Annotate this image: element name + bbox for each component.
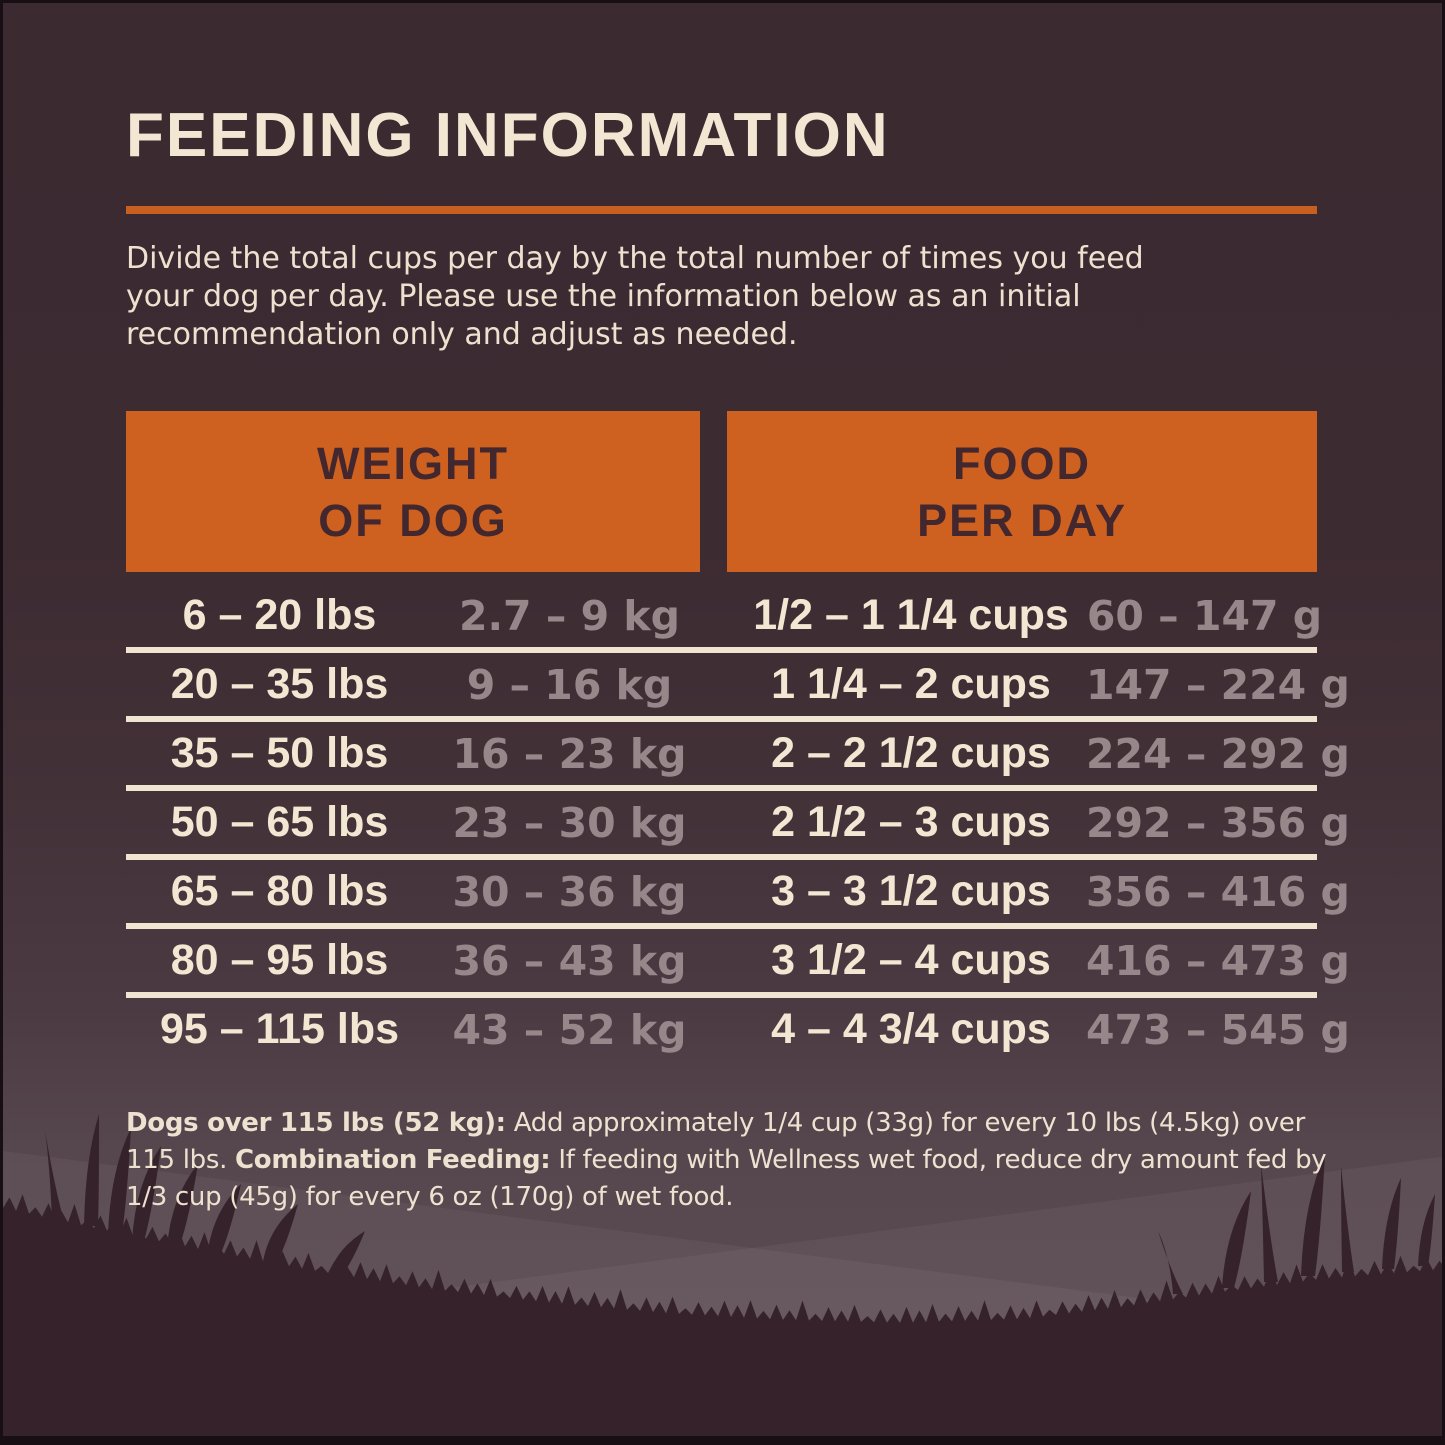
food-grams: 292 – 356 g [1086, 798, 1350, 847]
feeding-row: 35 – 50 lbs 16 – 23 kg 2 – 2 1/2 cups 22… [126, 722, 1350, 785]
weight-lbs: 20 – 35 lbs [170, 660, 389, 708]
weight-header-line1: WEIGHT [317, 437, 510, 489]
food-cups: 1 1/4 – 2 cups [771, 660, 1051, 708]
food-per-day-header: FOOD PER DAY [727, 411, 1317, 572]
feeding-row: 50 – 65 lbs 23 – 30 kg 2 1/2 – 3 cups 29… [126, 791, 1350, 854]
footnote-line: 115 lbs. Combination Feeding: If feeding… [126, 1142, 1327, 1179]
weight-header-line2: OF DOG [318, 494, 508, 546]
footnote-line: Dogs over 115 lbs (52 kg): Add approxima… [126, 1105, 1317, 1142]
title-underline [126, 206, 1317, 214]
weight-kg: 23 – 30 kg [452, 798, 687, 847]
feeding-row: 20 – 35 lbs 9 – 16 kg 1 1/4 – 2 cups 147… [126, 653, 1350, 716]
weight-lbs: 95 – 115 lbs [159, 1005, 400, 1053]
feeding-table: 6 – 20 lbs 2.7 – 9 kg 1/2 – 1 1/4 cups 6… [126, 584, 1350, 1061]
food-cups: 2 – 2 1/2 cups [771, 729, 1051, 777]
table-column-headers: WEIGHT OF DOG FOOD PER DAY [126, 411, 1317, 572]
food-header-line2: PER DAY [917, 494, 1127, 546]
page-title: FEEDING INFORMATION [126, 101, 890, 170]
feeding-row: 6 – 20 lbs 2.7 – 9 kg 1/2 – 1 1/4 cups 6… [126, 584, 1322, 647]
food-grams: 60 – 147 g [1086, 591, 1323, 640]
food-cups: 2 1/2 – 3 cups [771, 798, 1051, 846]
footnote-bold-lead: Dogs over 115 lbs (52 kg): [126, 1108, 506, 1138]
weight-of-dog-header: WEIGHT OF DOG [126, 411, 701, 572]
footnote: Dogs over 115 lbs (52 kg): Add approxima… [126, 1105, 1327, 1216]
weight-kg: 30 – 36 kg [452, 867, 687, 916]
weight-kg: 16 – 23 kg [452, 729, 687, 778]
weight-kg: 9 – 16 kg [466, 660, 673, 709]
food-grams: 356 – 416 g [1086, 867, 1350, 916]
row-separator [126, 992, 1317, 998]
weight-lbs: 50 – 65 lbs [170, 798, 389, 846]
weight-lbs: 6 – 20 lbs [182, 591, 377, 639]
row-separator [126, 785, 1317, 791]
row-separator [126, 854, 1317, 860]
intro-line: recommendation only and adjust as needed… [126, 317, 798, 352]
footnote-text: If feeding with Wellness wet food, reduc… [550, 1145, 1327, 1175]
footnote-bold-lead: Combination Feeding: [235, 1145, 551, 1175]
weight-kg: 36 – 43 kg [452, 936, 687, 985]
row-separator [126, 647, 1317, 653]
row-separator [126, 716, 1317, 722]
grass-blades [45, 1114, 1435, 1294]
food-grams: 224 – 292 g [1086, 729, 1350, 778]
weight-lbs: 35 – 50 lbs [170, 729, 389, 777]
intro-text: Divide the total cups per day by the tot… [126, 240, 1317, 354]
food-cups: 3 – 3 1/2 cups [771, 867, 1051, 915]
food-cups: 1/2 – 1 1/4 cups [753, 591, 1069, 639]
footnote-text: 1/3 cup (45g) for every 6 oz (170g) of w… [126, 1182, 734, 1212]
bottom-scenery [3, 1114, 1442, 1436]
footnote-text: Add approximately 1/4 cup (33g) for ever… [505, 1108, 1306, 1138]
weight-lbs: 80 – 95 lbs [170, 936, 389, 984]
feeding-row: 80 – 95 lbs 36 – 43 kg 3 1/2 – 4 cups 41… [126, 929, 1350, 992]
footnote-text: 115 lbs. [126, 1145, 235, 1175]
panel-content: FEEDING INFORMATION Divide the total cup… [3, 105, 1442, 1216]
intro-line: Divide the total cups per day by the tot… [126, 241, 1144, 276]
food-grams: 147 – 224 g [1086, 660, 1350, 709]
intro-line: your dog per day. Please use the informa… [126, 279, 1081, 314]
food-header-line1: FOOD [953, 437, 1092, 489]
weight-kg: 43 – 52 kg [452, 1005, 687, 1054]
weight-lbs: 65 – 80 lbs [170, 867, 389, 915]
footnote-line: 1/3 cup (45g) for every 6 oz (170g) of w… [126, 1179, 1317, 1216]
row-separator [126, 923, 1317, 929]
feeding-row: 65 – 80 lbs 30 – 36 kg 3 – 3 1/2 cups 35… [126, 860, 1350, 923]
food-grams: 473 – 545 g [1086, 1005, 1350, 1054]
feeding-row: 95 – 115 lbs 43 – 52 kg 4 – 4 3/4 cups 4… [126, 998, 1350, 1061]
grass-silhouette [3, 1194, 1442, 1436]
food-grams: 416 – 473 g [1086, 936, 1350, 985]
food-cups: 3 1/2 – 4 cups [771, 936, 1051, 984]
weight-kg: 2.7 – 9 kg [458, 591, 681, 640]
food-cups: 4 – 4 3/4 cups [771, 1005, 1051, 1053]
